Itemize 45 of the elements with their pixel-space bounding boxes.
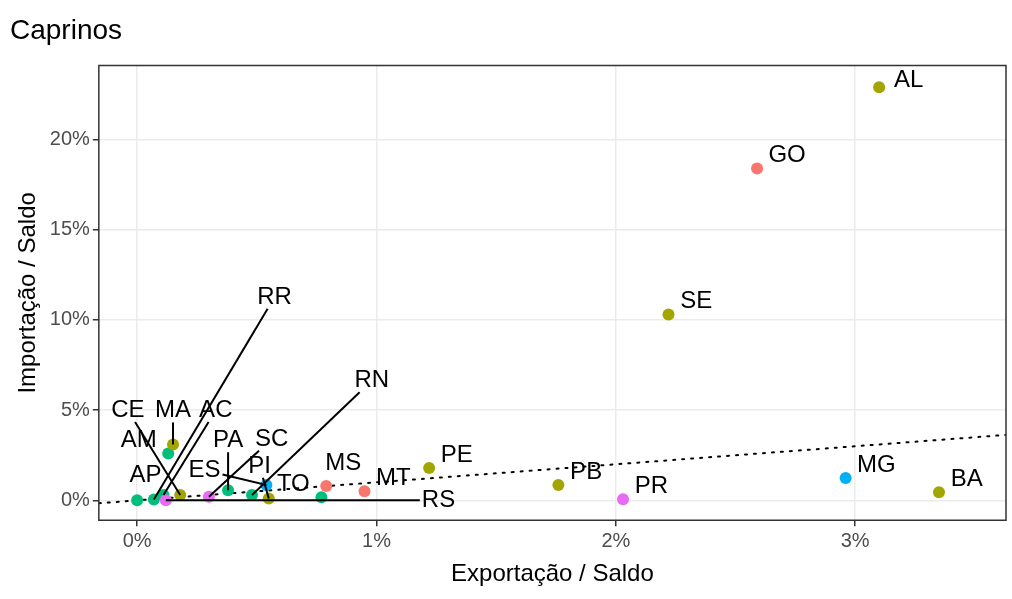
x-tick-label: 3% xyxy=(840,528,870,551)
y-tick-label: 15% xyxy=(49,217,91,240)
y-tick-label: 5% xyxy=(60,397,91,420)
x-tick-label: 1% xyxy=(362,528,392,551)
point xyxy=(131,494,144,507)
annotation: PA xyxy=(212,425,244,453)
annotation: AL xyxy=(894,65,924,93)
point xyxy=(162,447,175,460)
annotation: CE xyxy=(111,395,145,423)
y-tick-label: 20% xyxy=(49,127,91,150)
annotation: MT xyxy=(376,463,412,491)
annotation: AP xyxy=(129,460,162,488)
y-tick-label: 10% xyxy=(49,307,91,330)
point xyxy=(320,479,333,492)
annotation: RS xyxy=(421,484,456,512)
annotation: RR xyxy=(257,281,292,309)
point xyxy=(839,471,852,484)
annotation: SE xyxy=(680,286,713,314)
annotation: PB xyxy=(570,456,603,484)
annotation: SC xyxy=(254,423,289,451)
annotation: PE xyxy=(440,439,473,467)
x-tick-label: 2% xyxy=(601,528,631,551)
annotation: RN xyxy=(354,365,390,393)
annotation: MG xyxy=(856,449,896,477)
chart-title: Caprinos xyxy=(10,13,123,45)
annotation: BA xyxy=(950,464,983,492)
point xyxy=(423,461,436,474)
annotation: MS xyxy=(325,448,362,476)
point xyxy=(932,486,945,499)
annotation: TO xyxy=(276,469,310,497)
point xyxy=(552,479,565,492)
y-axis-title: Importação / Saldo xyxy=(13,192,41,394)
point xyxy=(617,493,630,506)
point xyxy=(358,485,371,498)
point xyxy=(873,81,886,94)
x-tick-label: 0% xyxy=(122,528,152,551)
x-axis-title: Exportação / Saldo xyxy=(451,559,654,587)
annotation: MA xyxy=(155,395,192,423)
point xyxy=(751,162,764,175)
annotation: PR xyxy=(634,471,668,499)
annotation: GO xyxy=(768,140,806,168)
y-tick-label: 0% xyxy=(60,487,91,510)
annotation: ES xyxy=(188,454,221,482)
point xyxy=(662,308,675,321)
annotation: PI xyxy=(248,450,271,478)
